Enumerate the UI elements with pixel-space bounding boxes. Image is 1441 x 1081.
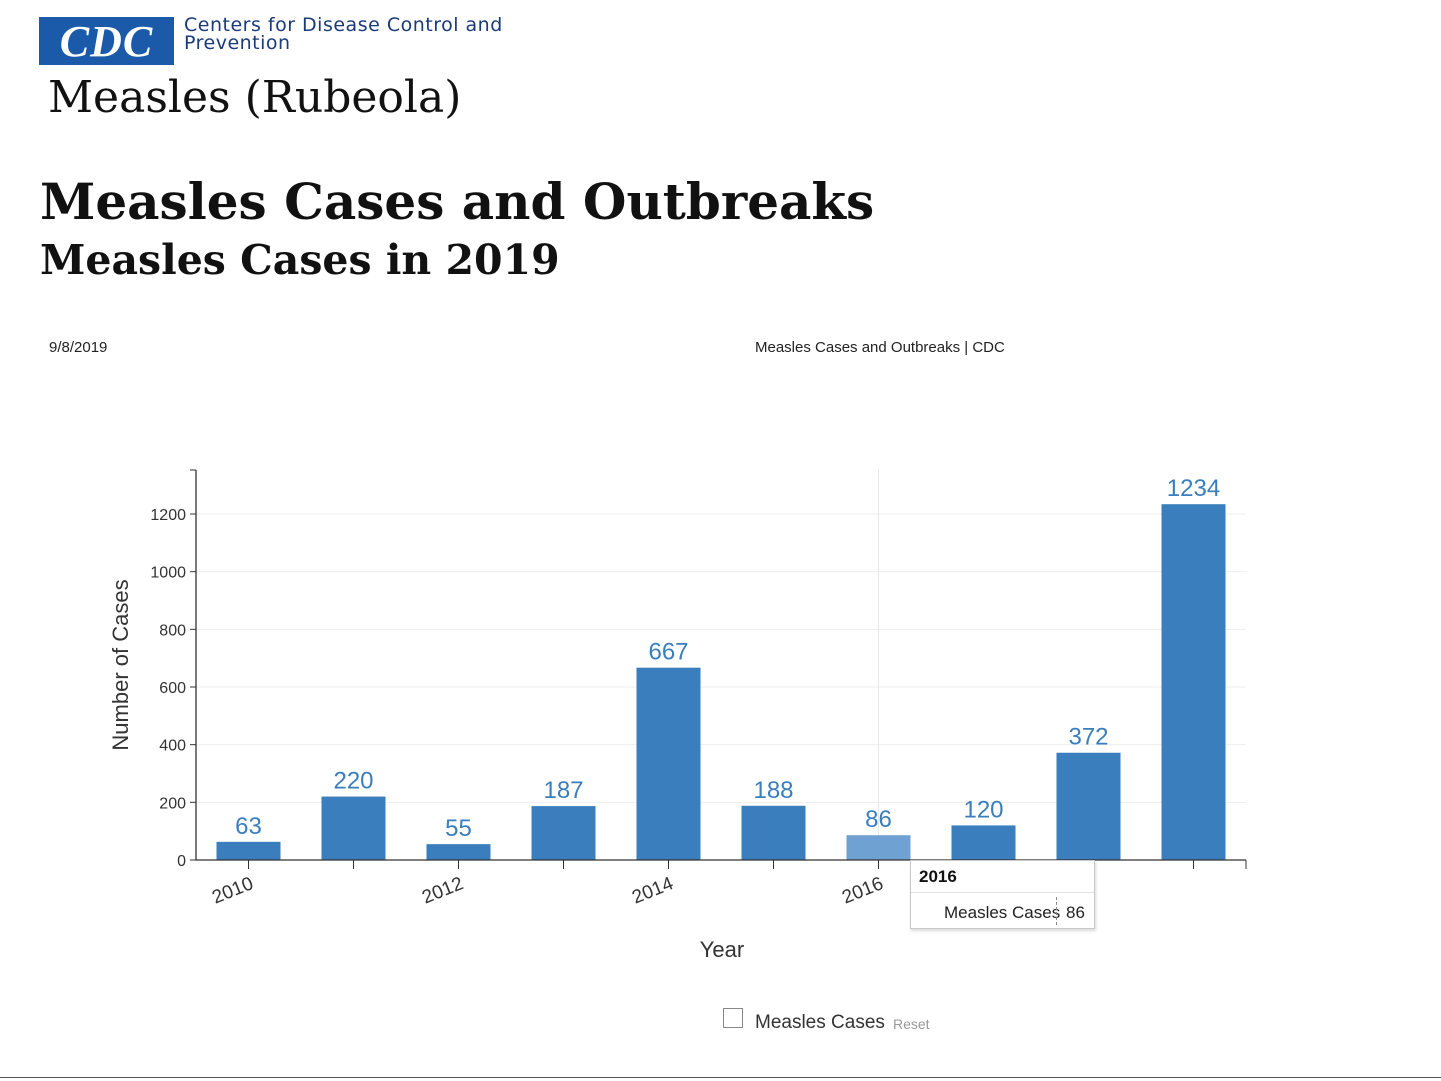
x-axis-label: Year	[700, 937, 744, 962]
bar-value-label: 188	[753, 777, 793, 804]
bar-value-label: 187	[543, 777, 583, 804]
tooltip-column-divider	[1056, 897, 1057, 925]
bar-2016[interactable]	[846, 835, 911, 860]
reset-button[interactable]: Reset	[893, 1016, 930, 1032]
bar-2017[interactable]	[951, 825, 1016, 860]
bar-value-label: 220	[333, 768, 373, 795]
bars: 63 220 55 187 667 188 86 120 372 1234	[216, 475, 1226, 860]
bar-2018[interactable]	[1056, 752, 1121, 860]
section-title: Measles Cases and Outbreaks	[40, 172, 875, 231]
bar-value-label: 372	[1068, 724, 1108, 751]
bar-2011[interactable]	[321, 796, 386, 860]
bar-value-label: 86	[865, 806, 892, 833]
x-tick-label: 2012	[419, 873, 466, 908]
y-tick-label: 0	[177, 853, 186, 870]
bar-value-label: 120	[963, 796, 1003, 823]
legend-checkbox[interactable]	[723, 1008, 743, 1028]
tooltip-divider	[911, 892, 1094, 893]
print-date: 9/8/2019	[49, 339, 108, 356]
page-divider	[0, 1077, 1441, 1078]
bar-value-label: 63	[235, 813, 262, 840]
cdc-logo[interactable]: CDC	[39, 16, 174, 66]
bar-2015[interactable]	[741, 805, 806, 860]
y-axis-label: Number of Cases	[108, 579, 133, 750]
y-tick-label: 1200	[150, 507, 186, 524]
tooltip-value: 86	[1066, 903, 1085, 922]
bar-2019[interactable]	[1161, 504, 1226, 860]
chart-tooltip: 2016 Measles Cases 86	[910, 860, 1095, 929]
y-tick-label: 800	[159, 622, 186, 639]
bar-2013[interactable]	[531, 806, 596, 860]
bar-value-label: 667	[648, 639, 688, 666]
page-title: Measles (Rubeola)	[48, 72, 462, 123]
print-header: Measles Cases and Outbreaks | CDC	[755, 339, 1005, 356]
y-tick-label: 200	[159, 795, 186, 812]
bar-value-label: 55	[445, 815, 472, 842]
org-name: Centers for Disease Control and Preventi…	[184, 14, 503, 54]
bar-2010[interactable]	[216, 841, 281, 860]
legend-label[interactable]: Measles Cases	[755, 1012, 885, 1033]
x-tick-label: 2010	[209, 873, 256, 908]
cdc-logo-text: CDC	[59, 16, 154, 66]
bar-2014[interactable]	[636, 667, 701, 860]
y-tick-label: 400	[159, 738, 186, 755]
x-tick-label: 2014	[629, 873, 676, 908]
tooltip-title: 2016	[919, 867, 957, 886]
section-subtitle: Measles Cases in 2019	[40, 236, 560, 284]
x-tick-label: 2016	[839, 873, 886, 908]
y-tick-label: 1000	[150, 565, 186, 582]
tooltip-series-name: Measles Cases	[944, 903, 1061, 922]
bar-value-label: 1234	[1167, 475, 1220, 502]
y-tick-label: 600	[159, 680, 186, 697]
bar-2012[interactable]	[426, 844, 491, 860]
